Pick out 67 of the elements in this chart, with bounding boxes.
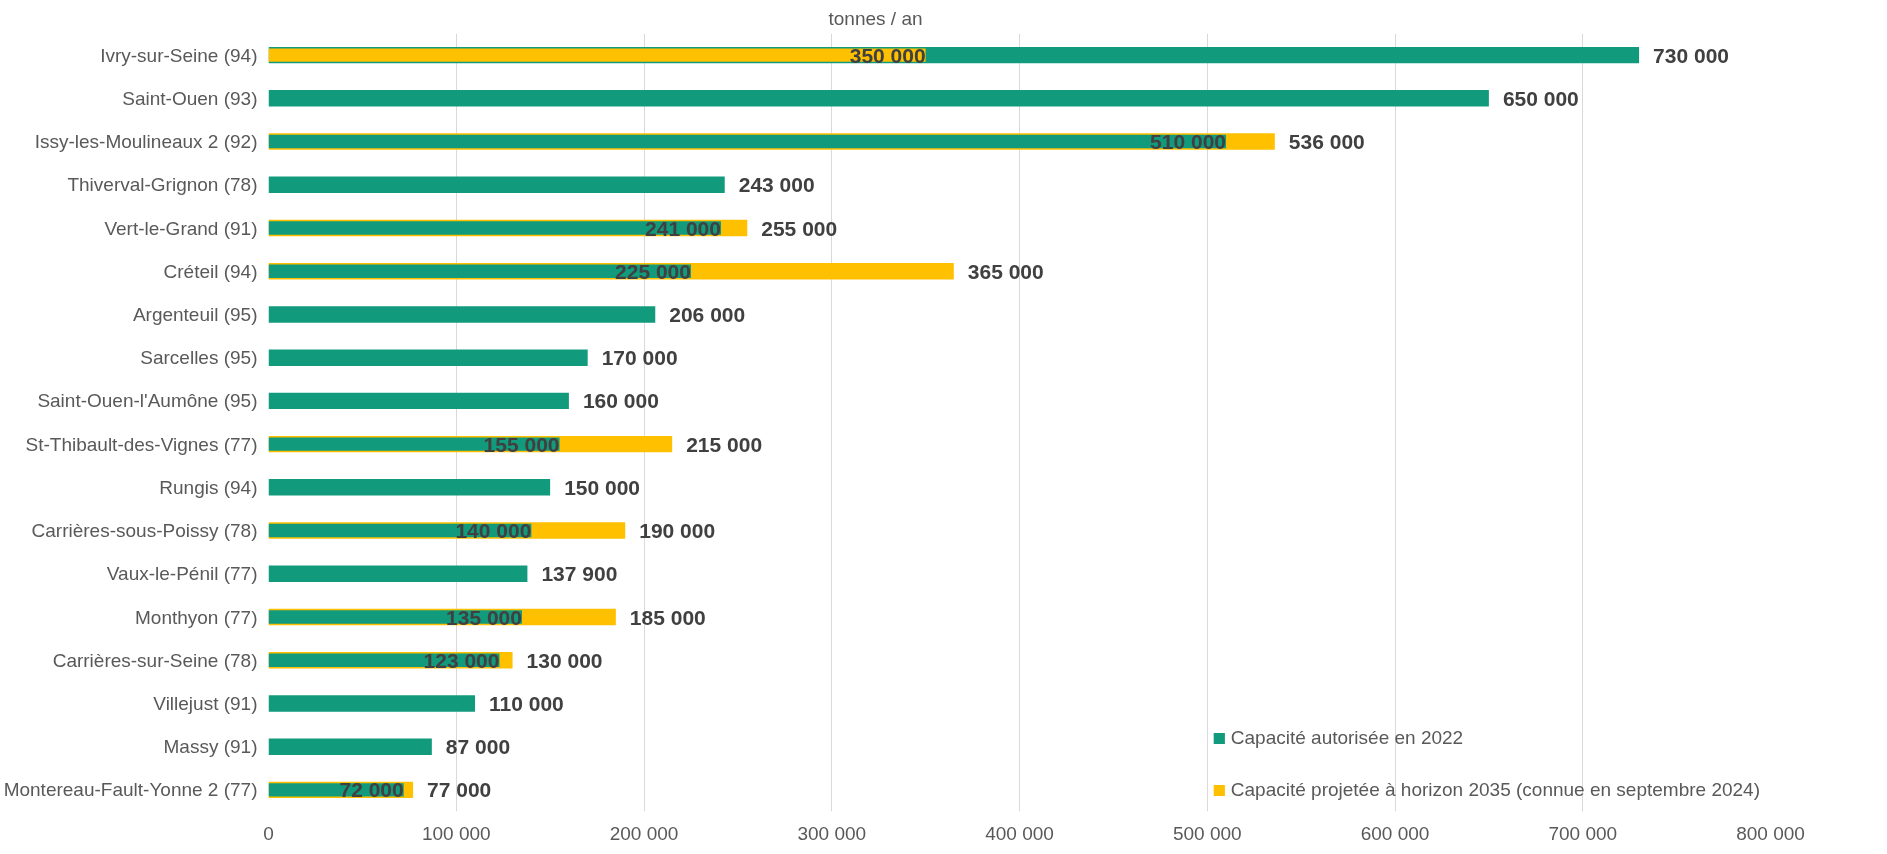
y-tick-label: Rungis (94) [159, 476, 258, 498]
legend-label: Capacité autorisée en 2022 [1230, 727, 1464, 749]
data-label: 350 000 [849, 43, 926, 67]
data-label: 215 000 [686, 432, 763, 456]
data-label: 206 000 [669, 302, 746, 326]
bar [268, 306, 656, 323]
y-tick-label: Monthyon (77) [134, 606, 258, 628]
data-label: 130 000 [526, 648, 603, 672]
data-label: 150 000 [564, 475, 641, 499]
y-tick-label: Vaux-le-Pénil (77) [106, 563, 258, 585]
y-tick-label: Massy (91) [163, 736, 258, 758]
bar [268, 349, 588, 366]
data-label: 190 000 [639, 519, 716, 543]
bar [268, 565, 528, 582]
data-label: 536 000 [1288, 130, 1365, 154]
y-tick-label: Ivry-sur-Seine (94) [100, 44, 258, 66]
bar [268, 695, 476, 712]
x-tick-label: 300 000 [797, 822, 867, 844]
x-tick-label: 100 000 [421, 822, 491, 844]
x-axis-title: tonnes / an [828, 7, 923, 29]
y-tick-label: Sarcelles (95) [140, 347, 258, 369]
data-label: 241 000 [645, 216, 721, 240]
x-tick-label: 0 [263, 822, 274, 844]
data-label: 365 000 [967, 259, 1044, 283]
x-tick-label: 700 000 [1548, 822, 1618, 844]
y-tick-label: Argenteuil (95) [132, 303, 258, 325]
y-tick-label: Issy-les-Moulineaux 2 (92) [34, 131, 258, 153]
data-label: 123 000 [423, 648, 500, 672]
data-label: 137 900 [541, 562, 618, 586]
x-tick-label: 600 000 [1360, 822, 1430, 844]
data-label: 650 000 [1502, 86, 1579, 110]
data-label: 225 000 [615, 259, 691, 283]
data-label: 77 000 [427, 778, 492, 802]
bar [268, 90, 1489, 107]
data-label: 72 000 [339, 778, 404, 802]
data-label: 185 000 [629, 605, 706, 629]
y-tick-label: Thiverval-Grignon (78) [67, 174, 258, 196]
data-label: 135 000 [446, 605, 522, 629]
data-label: 155 000 [483, 432, 560, 456]
bar [268, 134, 1227, 149]
bar [268, 176, 725, 193]
data-label: 140 000 [455, 519, 532, 543]
y-tick-label: Villejust (91) [153, 692, 258, 714]
data-label: 87 000 [445, 735, 511, 759]
data-label: 110 000 [489, 691, 564, 715]
y-tick-label: Montereau-Fault-Yonne 2 (77) [3, 779, 258, 801]
data-label: 160 000 [582, 389, 659, 413]
bar [268, 738, 432, 755]
bar [268, 392, 569, 410]
y-tick-label: St-Thibault-des-Vignes (77) [25, 433, 258, 455]
data-label: 170 000 [601, 346, 678, 370]
data-label: 510 000 [1150, 130, 1227, 154]
data-label: 243 000 [738, 173, 815, 197]
y-tick-label: Saint-Ouen-l'Aumône (95) [37, 390, 258, 412]
x-tick-label: 800 000 [1736, 822, 1805, 844]
data-label: 255 000 [761, 216, 838, 240]
bar [268, 479, 551, 496]
data-label: 730 000 [1653, 43, 1729, 67]
y-tick-label: Carrières-sous-Poissy (78) [31, 520, 258, 542]
x-tick-label: 400 000 [985, 822, 1054, 844]
x-tick-label: 500 000 [1172, 822, 1242, 844]
y-tick-label: Carrières-sur-Seine (78) [52, 649, 258, 671]
y-tick-label: Vert-le-Grand (91) [104, 217, 258, 239]
y-tick-label: Saint-Ouen (93) [122, 87, 258, 109]
x-tick-label: 200 000 [609, 822, 679, 844]
y-tick-label: Créteil (94) [163, 260, 258, 282]
legend-label: Capacité projetée à horizon 2035 (connue en septembre 2024) [1230, 779, 1760, 801]
